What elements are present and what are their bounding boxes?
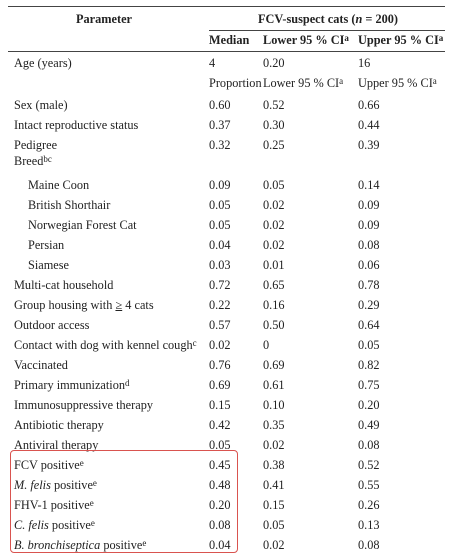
pathogen-highlight-box [10, 450, 238, 553]
table-row: Persian 0.04 0.02 0.08 [28, 238, 380, 252]
header-row-2: Median Lower 95 % CIa Upper 95 % CIa [8, 30, 445, 50]
proportion-subheader: Proportion Lower 95 % CIa Upper 95 % CIa [209, 76, 437, 90]
table-row: Antibiotic therapy 0.42 0.35 0.49 [14, 418, 380, 432]
table-row: Maine Coon 0.09 0.05 0.14 [28, 178, 380, 192]
table-row-fcv: FCV positivee 0.45 0.38 0.52 [14, 458, 380, 472]
header-bottom-rule [8, 51, 445, 52]
table-row: Outdoor access 0.57 0.50 0.64 [14, 318, 380, 332]
upper-ci-header: Upper 95 % CIa [358, 33, 444, 47]
table-row: Norwegian Forest Cat 0.05 0.02 0.09 [28, 218, 380, 232]
table-row: Contact with dog with kennel coughc 0.02 0… [14, 338, 380, 352]
table-row-mfelis: M. felis positivee 0.48 0.41 0.55 [14, 478, 380, 492]
table-row: Intact reproductive status 0.37 0.30 0.44 [14, 118, 380, 132]
lower-ci-header: Lower 95 % CIa [263, 33, 349, 47]
table-row-bbronchiseptica: B. bronchiseptica positivee 0.04 0.02 0.08 [14, 538, 380, 552]
table-row-fhv1: FHV-1 positivee 0.20 0.15 0.26 [14, 498, 380, 512]
table-row: Pedigree 0.32 0.25 0.39 [14, 138, 380, 152]
table-top-rule [8, 6, 445, 7]
header-row-1: Parameter FCV-suspect cats (n = 200) [8, 9, 445, 29]
table-row: Sex (male) 0.60 0.52 0.66 [14, 98, 380, 112]
table-row: Vaccinated 0.76 0.69 0.82 [14, 358, 380, 372]
table-row: Group housing with ≥ 4 cats 0.22 0.16 0.29 [14, 298, 380, 312]
table-row: Multi-cat household 0.72 0.65 0.78 [14, 278, 380, 292]
median-header: Median [209, 33, 250, 47]
table-row: Primary immunizationd 0.69 0.61 0.75 [14, 378, 380, 392]
table-row-breed: Breedbc [14, 154, 52, 168]
parameter-header: Parameter [76, 12, 132, 26]
table-row: Siamese 0.03 0.01 0.06 [28, 258, 380, 272]
group-header: FCV-suspect cats (n = 200) [258, 12, 398, 26]
table-row-cfelis: C. felis positivee 0.08 0.05 0.13 [14, 518, 380, 532]
group-header-rule [209, 30, 445, 31]
table-row: British Shorthair 0.05 0.02 0.09 [28, 198, 380, 212]
table-row: Immunosuppressive therapy 0.15 0.10 0.20 [14, 398, 380, 412]
table-row-age: Age (years) 4 0.20 16 [14, 56, 371, 70]
table-row: Antiviral therapy 0.05 0.02 0.08 [14, 438, 380, 452]
